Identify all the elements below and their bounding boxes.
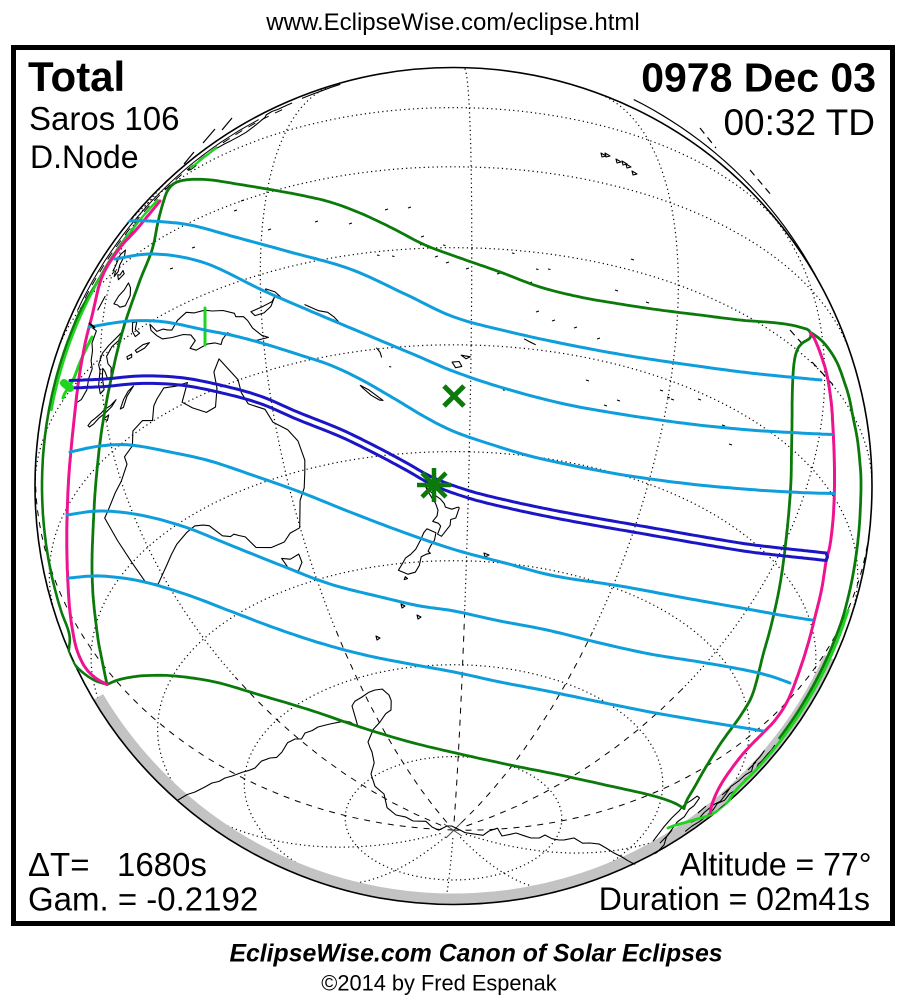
svg-text:00:32 TD: 00:32 TD	[723, 102, 875, 143]
svg-text:0978 Dec 03: 0978 Dec 03	[641, 55, 876, 101]
svg-text:EclipseWise.com Canon of Solar: EclipseWise.com Canon of Solar Eclipses	[229, 941, 722, 968]
svg-text:Duration = 02m41s: Duration = 02m41s	[599, 881, 870, 917]
svg-text:www.EclipseWise.com/eclipse.ht: www.EclipseWise.com/eclipse.html	[265, 9, 639, 36]
svg-text:©2014 by Fred Espenak: ©2014 by Fred Espenak	[321, 971, 556, 996]
svg-text:D.Node: D.Node	[30, 139, 139, 175]
svg-text:Saros 106: Saros 106	[29, 100, 179, 137]
svg-text:Gam. = -0.2192: Gam. = -0.2192	[28, 881, 258, 918]
svg-text:Total: Total	[28, 53, 125, 100]
svg-text:ΔT= 1680s: ΔT= 1680s	[28, 846, 207, 883]
svg-text:Altitude = 77°: Altitude = 77°	[680, 847, 872, 883]
